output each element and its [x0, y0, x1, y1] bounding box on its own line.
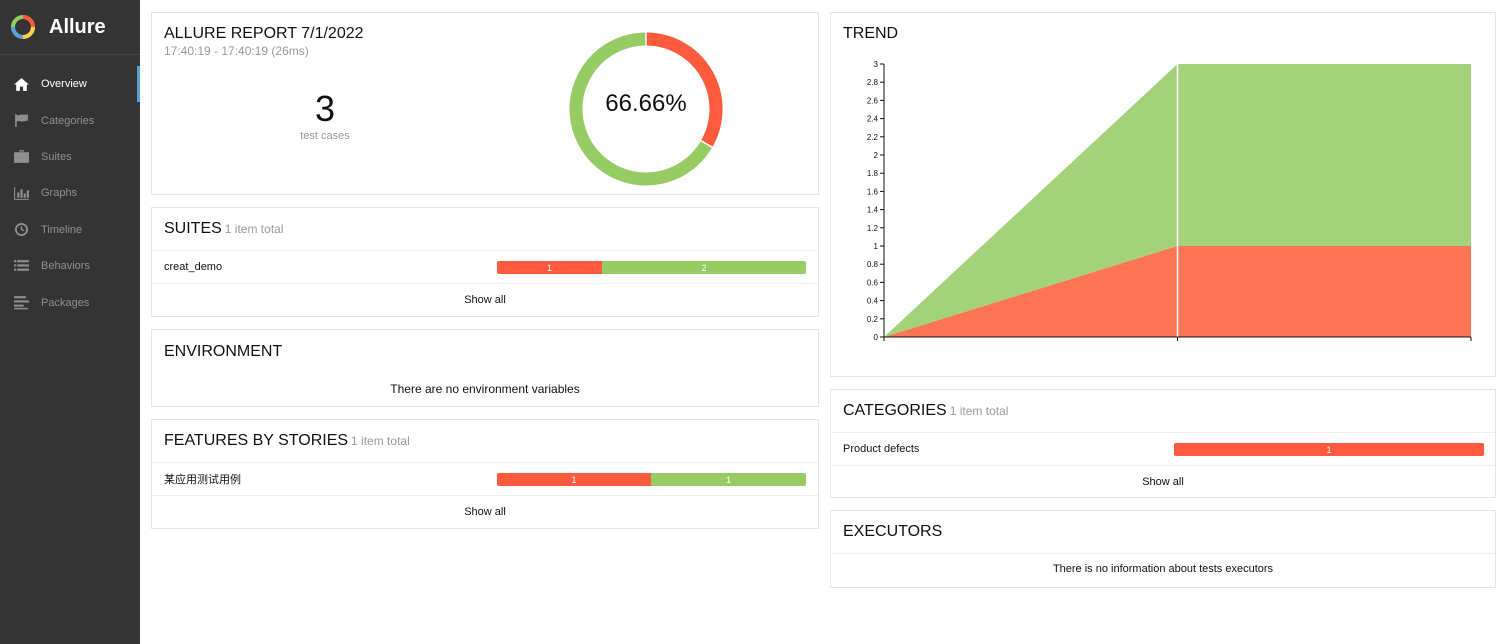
trend-y-tick-label: 2.4 [867, 115, 879, 124]
sidebar-item-label: Overview [41, 78, 87, 91]
environment-empty-message: There are no environment variables [390, 382, 580, 396]
trend-y-tick-label: 0 [874, 333, 879, 342]
features-title: FEATURES BY STORIES [164, 432, 349, 449]
categories-count: 1 item total [949, 404, 1009, 418]
sidebar-item-packages[interactable]: Packages [0, 284, 140, 320]
trend-y-tick-label: 1 [874, 242, 879, 251]
executors-title: EXECUTORS [843, 523, 943, 540]
categories-widget: CATEGORIES 1 item total Product defects … [830, 389, 1496, 498]
features-count: 1 item total [351, 434, 410, 448]
executors-empty-message: There is no information about tests exec… [1052, 563, 1274, 575]
executors-widget: EXECUTORS There is no information about … [830, 510, 1496, 588]
environment-widget: ENVIRONMENT There are no environment var… [151, 329, 819, 407]
suite-status-bar[interactable]: 1 2 [497, 261, 806, 274]
clock-icon [12, 222, 30, 238]
passed-segment: 2 [602, 261, 806, 274]
sidebar-nav: Overview Categories Suites Graphs Timeli… [0, 66, 140, 321]
donut-failed-arc [645, 32, 723, 148]
success-rate-percent: 66.66% [605, 90, 687, 117]
trend-y-tick-label: 1.6 [867, 187, 879, 196]
test-case-label: test cases [300, 130, 350, 142]
trend-widget: 0 0.2 0.4 0.6 0.8 1 1.2 1.4 1.6 1.8 2 2.2 2.4 2.6 2.8 3… [830, 12, 1496, 377]
suites-title: SUITES [164, 220, 222, 237]
failed-segment: 1 [497, 473, 651, 486]
table-row[interactable]: Product defects 1 [831, 433, 1495, 466]
executors-header: EXECUTORS [831, 511, 1495, 554]
home-icon [12, 76, 30, 92]
categories-title: CATEGORIES [843, 402, 947, 419]
summary-widget: ALLURE REPORT 7/1/2022 17:40:19 - 17:40:… [151, 12, 819, 195]
suites-count: 1 item total [224, 222, 284, 236]
feature-status-bar[interactable]: 1 1 [497, 473, 806, 486]
trend-y-tick-label: 0.2 [867, 315, 879, 324]
category-name: Product defects [843, 443, 920, 455]
sidebar-item-suites[interactable]: Suites [0, 139, 140, 175]
features-header: FEATURES BY STORIES 1 item total [152, 420, 818, 463]
sidebar-item-label: Suites [41, 150, 72, 163]
sidebar: Allure Overview Categories Suites Graphs… [0, 0, 140, 644]
align-left-icon [12, 295, 30, 311]
test-case-count: 3 [314, 88, 336, 129]
features-widget: FEATURES BY STORIES 1 item total 某应用测试用例… [151, 419, 819, 529]
failed-segment: 1 [497, 261, 602, 274]
sidebar-item-timeline[interactable]: Timeline [0, 212, 140, 248]
suites-show-all-link[interactable]: Show all [464, 294, 506, 306]
report-time: 17:40:19 - 17:40:19 (26ms) [164, 44, 309, 58]
flag-icon [12, 113, 30, 129]
allure-logo-icon [11, 15, 35, 39]
sidebar-item-label: Graphs [41, 187, 78, 200]
trend-y-tick-label: 2.6 [867, 96, 879, 105]
donut-separator [700, 139, 714, 149]
environment-title: ENVIRONMENT [164, 342, 283, 360]
features-show-all-link[interactable]: Show all [464, 506, 506, 518]
suite-name: creat_demo [164, 261, 223, 273]
trend-y-tick-label: 2 [874, 151, 879, 160]
briefcase-icon [12, 149, 30, 165]
suites-widget: SUITES 1 item total creat_demo 1 2 Show … [151, 207, 819, 317]
report-title: ALLURE REPORT 7/1/2022 [164, 25, 364, 42]
sidebar-item-behaviors[interactable]: Behaviors [0, 248, 140, 284]
trend-y-tick-label: 2.8 [867, 78, 879, 87]
trend-y-tick-label: 1.2 [867, 224, 879, 233]
trend-chart[interactable]: 0 0.2 0.4 0.6 0.8 1 1.2 1.4 1.6 1.8 2 2.2 2.4 2.6 2.8 3 [831, 13, 1497, 378]
environment-header: ENVIRONMENT [152, 330, 818, 373]
trend-y-tick-label: 0.6 [867, 278, 879, 287]
sidebar-item-label: Timeline [41, 223, 83, 236]
passed-segment: 1 [651, 473, 806, 486]
trend-title: TREND [843, 25, 899, 42]
failed-segment: 1 [1174, 443, 1484, 456]
trend-y-tick-label: 2.2 [867, 133, 879, 142]
success-rate-donut[interactable] [569, 32, 723, 186]
trend-y-tick-label: 0.8 [867, 260, 879, 269]
sidebar-item-graphs[interactable]: Graphs [0, 175, 140, 211]
trend-y-tick-label: 3 [874, 60, 879, 69]
category-status-bar[interactable]: 1 [1174, 443, 1484, 456]
trend-y-tick-label: 0.4 [867, 297, 879, 306]
brand[interactable]: Allure [0, 0, 140, 55]
sidebar-item-label: Packages [41, 296, 90, 309]
suites-header: SUITES 1 item total [152, 208, 818, 251]
bar-chart-icon [12, 185, 30, 201]
list-icon [12, 258, 30, 274]
sidebar-item-label: Categories [41, 114, 95, 127]
trend-y-tick-label: 1.4 [867, 206, 879, 215]
trend-y-tick-label: 1.8 [867, 169, 879, 178]
sidebar-item-categories[interactable]: Categories [0, 102, 140, 138]
table-row[interactable]: creat_demo 1 2 [152, 251, 818, 284]
sidebar-item-label: Behaviors [41, 260, 90, 273]
table-row[interactable]: 某应用测试用例 1 1 [152, 463, 818, 496]
categories-show-all-link[interactable]: Show all [1142, 476, 1184, 488]
app-name: Allure [49, 15, 106, 38]
categories-header: CATEGORIES 1 item total [831, 390, 1495, 433]
feature-name: 某应用测试用例 [164, 474, 241, 486]
sidebar-item-overview[interactable]: Overview [0, 66, 140, 103]
